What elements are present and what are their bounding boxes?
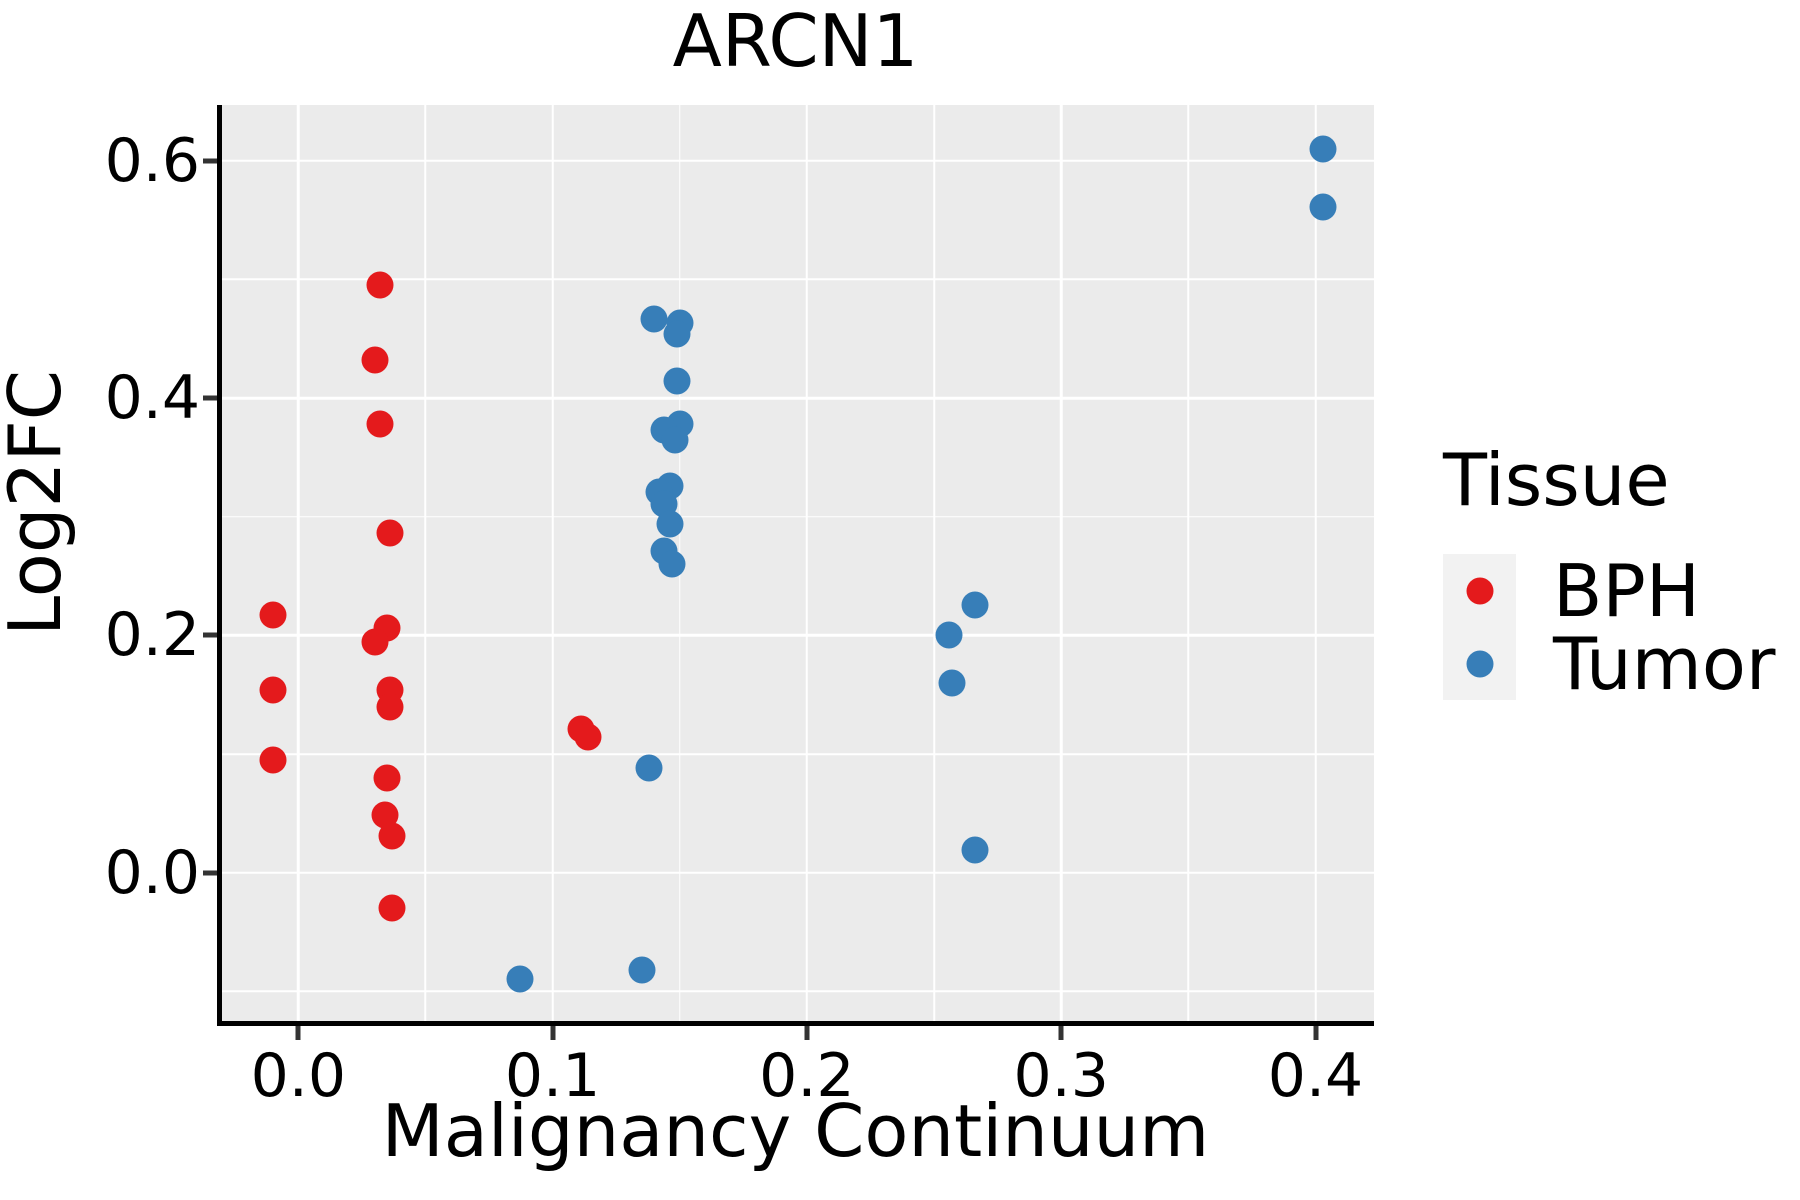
x-tick: [1058, 1026, 1064, 1040]
y-gridline-minor: [222, 990, 1374, 993]
legend-title: Tissue: [1443, 438, 1670, 522]
x-gridline-major: [1059, 105, 1063, 1021]
data-point-bph: [361, 346, 389, 374]
legend-item-tumor: Tumor: [1443, 627, 1775, 700]
y-tick-label: 0.0: [104, 837, 200, 908]
x-gridline-minor: [1187, 105, 1190, 1021]
data-point-bph: [259, 601, 287, 629]
legend-item-bph: BPH: [1443, 554, 1775, 627]
data-point-bph: [574, 723, 602, 751]
legend-key: [1443, 627, 1516, 700]
data-point-tumor: [961, 836, 989, 864]
y-gridline-major: [222, 634, 1374, 637]
data-point-bph: [361, 628, 389, 656]
x-axis-label: Malignancy Continuum: [381, 1089, 1210, 1173]
y-tick-label: 0.4: [104, 363, 200, 434]
x-gridline-major: [805, 105, 809, 1021]
data-point-tumor: [628, 956, 656, 984]
y-gridline-minor: [222, 515, 1374, 518]
y-tick: [203, 158, 217, 164]
data-point-bph: [376, 693, 404, 721]
tumor-dot-icon: [1466, 650, 1493, 677]
legend-items: BPH Tumor: [1443, 554, 1775, 700]
data-point-bph: [259, 676, 287, 704]
y-gridline-major: [222, 871, 1374, 874]
y-tick-label: 0.6: [104, 125, 200, 196]
data-point-tumor: [938, 669, 966, 697]
chart-title: ARCN1: [672, 0, 919, 83]
data-point-tumor: [640, 305, 668, 333]
bph-dot-icon: [1466, 577, 1493, 604]
x-tick-label: 0.0: [250, 1041, 346, 1111]
y-tick: [203, 870, 217, 876]
x-tick-label: 0.4: [1267, 1041, 1364, 1111]
y-gridline-minor: [222, 753, 1374, 755]
x-tick: [1313, 1026, 1318, 1040]
legend: Tissue BPH Tumor: [1443, 444, 1775, 700]
x-tick-label: 0.2: [759, 1041, 855, 1111]
data-point-tumor: [663, 367, 691, 395]
y-tick: [203, 395, 217, 401]
data-point-tumor: [935, 621, 963, 649]
data-point-bph: [259, 746, 287, 774]
legend-key: [1443, 554, 1516, 627]
data-point-bph: [366, 271, 394, 299]
legend-label: Tumor: [1553, 621, 1776, 706]
data-point-tumor: [658, 550, 686, 578]
x-tick: [804, 1026, 810, 1040]
x-gridline-major: [297, 105, 300, 1021]
y-gridline-major: [222, 396, 1374, 400]
x-gridline-major: [1314, 105, 1317, 1021]
x-tick-label: 0.3: [1013, 1041, 1109, 1111]
data-point-tumor: [1309, 135, 1337, 163]
legend-label: BPH: [1553, 548, 1700, 633]
data-point-tumor: [961, 591, 989, 619]
data-point-bph: [373, 764, 401, 792]
x-tick: [550, 1026, 556, 1040]
x-gridline-minor: [424, 105, 427, 1021]
y-gridline-major: [222, 159, 1374, 163]
data-point-tumor: [656, 510, 684, 538]
data-point-bph: [378, 822, 406, 850]
data-point-tumor: [1309, 193, 1337, 221]
y-gridline-minor: [222, 278, 1374, 281]
data-point-bph: [378, 894, 406, 922]
x-tick: [295, 1026, 301, 1040]
data-point-bph: [376, 519, 404, 547]
y-tick: [203, 632, 217, 638]
x-gridline-major: [551, 105, 554, 1021]
plot-panel: [217, 105, 1374, 1026]
data-point-tumor: [663, 320, 691, 348]
x-gridline-minor: [933, 105, 935, 1021]
y-tick-label: 0.2: [104, 600, 200, 671]
x-tick-label: 0.1: [504, 1041, 601, 1111]
data-point-tumor: [661, 426, 689, 454]
data-point-tumor: [506, 965, 534, 993]
data-point-tumor: [635, 754, 663, 782]
data-point-bph: [366, 410, 394, 438]
